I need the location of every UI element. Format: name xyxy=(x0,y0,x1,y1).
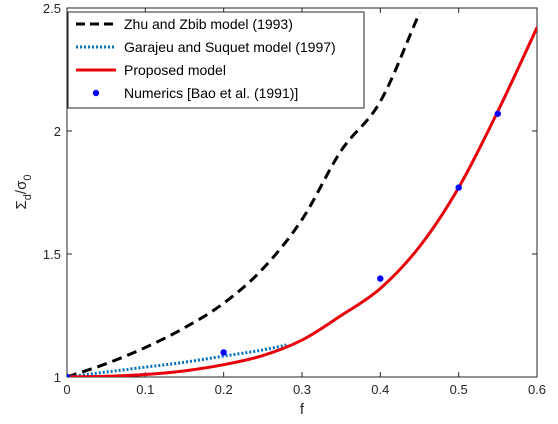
axis-ticks: 0 0.1 0.2 0.3 0.4 0.5 0.6 1 1.5 2 2.5 xyxy=(43,1,546,397)
x-tick-label: 0.4 xyxy=(371,382,389,397)
y-label-sub1: d xyxy=(22,194,34,200)
legend-label-garajeu: Garajeu and Suquet model (1997) xyxy=(124,39,336,55)
y-tick-label: 2.5 xyxy=(43,1,61,16)
x-tick-label: 0.3 xyxy=(293,382,311,397)
y-label-base2: σ xyxy=(13,180,30,190)
numerics-point xyxy=(455,184,462,191)
numerics-point xyxy=(494,110,502,117)
legend-label-numerics: Numerics [Bao et al. (1991)] xyxy=(124,85,298,101)
y-label-sub2: 0 xyxy=(22,175,34,181)
numerics-point xyxy=(220,349,227,356)
y-tick-label: 2 xyxy=(54,124,61,139)
y-tick-label: 1 xyxy=(54,370,61,385)
series-layer xyxy=(67,12,537,377)
numerics-point xyxy=(67,373,71,377)
legend-label-proposed: Proposed model xyxy=(124,62,226,78)
legend-box xyxy=(67,11,365,109)
y-label-base1: Σ xyxy=(13,200,30,209)
proposed-model-line xyxy=(67,26,537,377)
y-tick-label: 1.5 xyxy=(43,247,61,262)
zhu-zbib-line xyxy=(67,12,421,377)
x-tick-label: 0.2 xyxy=(215,382,233,397)
y-label-slash: / xyxy=(13,189,30,194)
numerics-point xyxy=(377,275,384,282)
legend-swatch-numerics xyxy=(92,89,100,97)
legend: Zhu and Zbib model (1993) Garajeu and Su… xyxy=(67,11,365,109)
x-axis-label: f xyxy=(300,401,305,418)
garajeu-suquet-line xyxy=(67,343,287,377)
y-axis-label: Σd/σ0 xyxy=(13,175,34,210)
x-tick-label: 0.6 xyxy=(528,382,546,397)
legend-label-zhu: Zhu and Zbib model (1993) xyxy=(124,16,293,32)
x-tick-label: 0 xyxy=(63,382,70,397)
x-tick-label: 0.1 xyxy=(136,382,154,397)
x-tick-label: 0.5 xyxy=(450,382,468,397)
